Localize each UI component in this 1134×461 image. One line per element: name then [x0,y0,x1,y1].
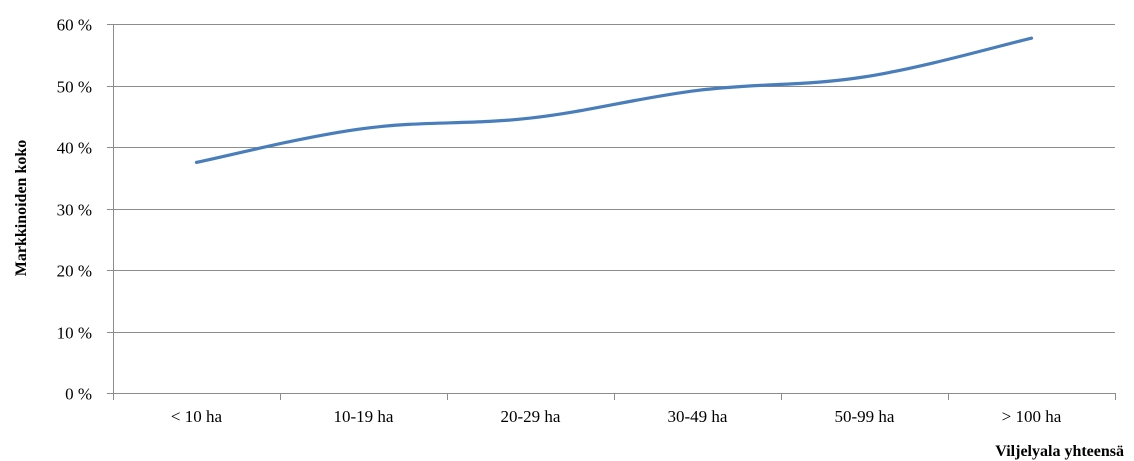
y-tick-label: 10 % [57,324,92,343]
x-tick-label: 20-29 ha [501,407,561,426]
series-layer [194,36,1034,164]
y-tick-label: 30 % [57,201,92,220]
y-axis-title: Markkinoiden koko [13,140,30,276]
y-tick-label: 20 % [57,262,92,281]
x-tick-label: 10-19 ha [334,407,394,426]
gridlines [113,24,1115,333]
y-tick-label: 40 % [57,139,92,158]
axes [107,24,1116,400]
x-tick-label: > 100 ha [1002,407,1062,426]
series-line [194,36,1034,164]
y-tick-label: 50 % [57,78,92,97]
x-tick-label: 50-99 ha [835,407,895,426]
x-tick-label: < 10 ha [171,407,223,426]
y-tick-label: 60 % [57,16,92,35]
y-tick-label: 0 % [65,385,92,404]
y-tick-labels: 0 % 10 % 20 % 30 % 40 % 50 % 60 % [57,16,92,404]
x-axis-title: Viljelyala yhteensä [995,443,1124,460]
x-tick-labels: < 10 ha 10-19 ha 20-29 ha 30-49 ha 50-99 ha >… [171,407,1062,426]
x-tick-label: 30-49 ha [668,407,728,426]
